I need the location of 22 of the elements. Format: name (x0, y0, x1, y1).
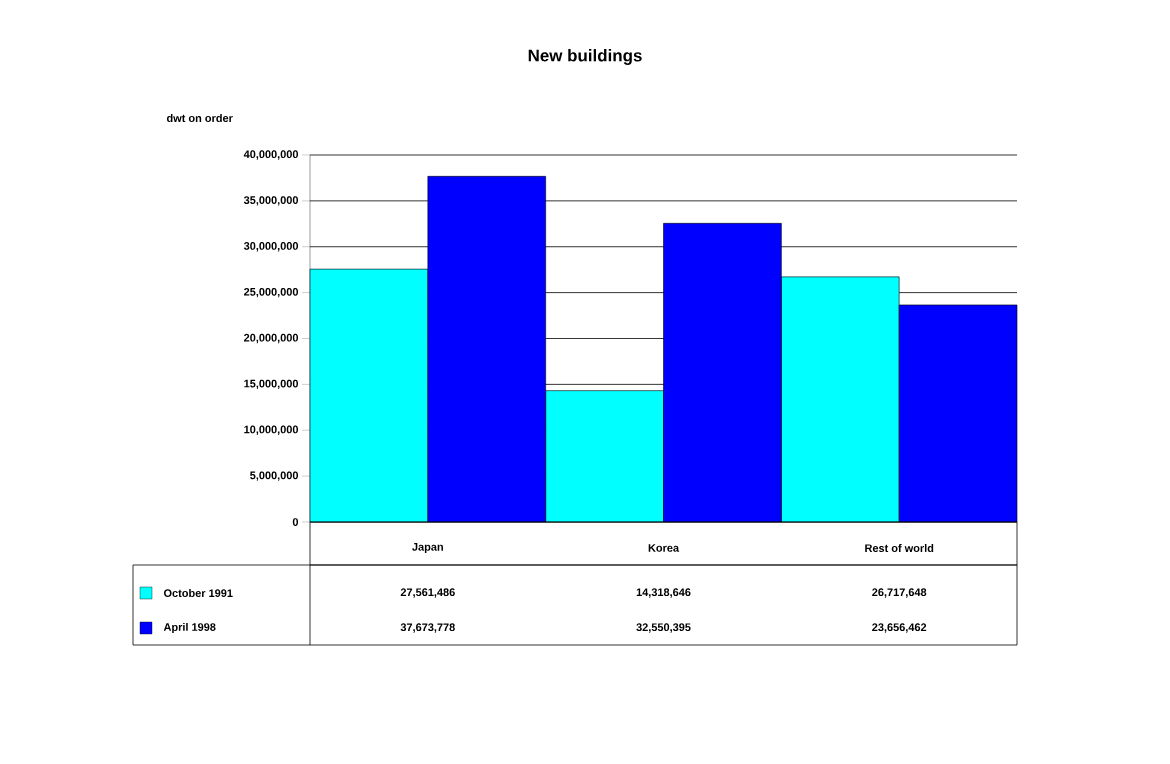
legend-label: October 1991 (163, 588, 233, 598)
y-tick-label: 10,000,000 (244, 425, 299, 435)
y-tick-label: 0 (292, 518, 299, 526)
y-tick-label: 15,000,000 (244, 379, 299, 390)
y-tick-label: 40,000,000 (243, 150, 299, 160)
y-tick-label: 5,000,000 (250, 471, 299, 481)
chart-title: New buildings (528, 49, 642, 65)
y-tick-label: 30,000,000 (243, 242, 299, 252)
y-tick-label: 20,000,000 (244, 333, 299, 344)
legend-label: April 1998 (163, 622, 216, 634)
data-label: 26,717,648 (872, 588, 927, 598)
x-tick-label: Japan (412, 543, 443, 553)
data-label: 32,550,395 (636, 623, 691, 633)
y-tick-label: 25,000,000 (244, 287, 299, 298)
data-label: 14,318,646 (636, 588, 691, 598)
y-tick-label: 35,000,000 (243, 196, 299, 206)
data-label: 23,656,462 (872, 623, 927, 633)
y-axis-title: dwt on order (166, 113, 233, 123)
x-tick-label: Korea (648, 544, 680, 552)
x-tick-label: Rest of world (865, 543, 934, 553)
data-label: 37,673,778 (400, 623, 455, 633)
data-label: 27,561,486 (400, 588, 455, 598)
